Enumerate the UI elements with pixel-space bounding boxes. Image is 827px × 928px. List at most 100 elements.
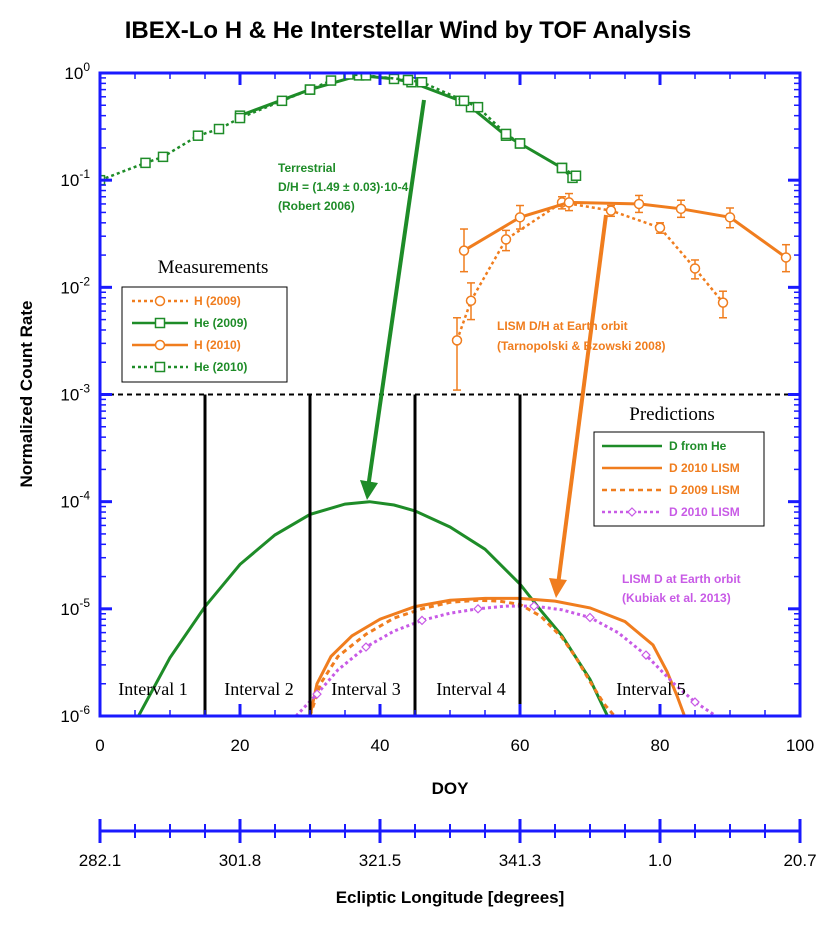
prediction-point [690,697,700,707]
legend-marker [154,317,166,329]
annotation-arrows [360,99,608,598]
measurement-point [689,263,701,274]
y-tick-label: 10-2 [60,274,90,297]
y-tick-label: 10-1 [60,167,90,190]
legend-label: D 2010 LISM [669,505,740,519]
x-tick-label: 0 [95,736,104,755]
lism-d-line-2: (Kubiak et al. 2013) [622,591,731,605]
measurements-legend-title: Measurements [158,257,269,278]
ecliptic-tick-label: 1.0 [648,851,672,870]
interval-label-2: Interval 2 [224,679,293,699]
x-tick-label: 60 [511,736,530,755]
terrestrial-line-2: D/H = (1.49 ± 0.03)·10-4 [278,180,409,194]
prediction-line-2 [308,596,686,716]
legend-label: He (2010) [194,360,247,374]
x-axis-title: DOY [432,779,470,798]
y-tick-label: 10-6 [60,703,90,726]
measurement-point [570,170,582,181]
measurement-point [654,222,666,233]
measurement-point [563,197,575,208]
measurement-point [157,151,169,163]
measurement-point [234,112,246,124]
legend-label: He (2009) [194,316,247,330]
legend-marker [154,295,166,307]
prediction-line-1 [137,500,609,716]
y-tick-label: 10-5 [60,596,90,619]
prediction-point [417,615,427,626]
measurement-line-3 [463,200,787,259]
prediction-line-3 [308,598,616,716]
legend-marker [627,507,637,517]
legend-label: H (2009) [194,294,241,308]
measurement-point [458,95,470,107]
terrestrial-arrow-head [360,480,378,500]
terrestrial-annotation: Terrestrial D/H = (1.49 ± 0.03)·10-4 (Ro… [278,161,409,213]
plot-area [100,73,800,716]
chart-title: IBEX-Lo H & He Interstellar Wind by TOF … [125,17,692,44]
measurement-point [556,162,568,174]
plot-clip-group [100,73,792,716]
lism-dh-line-2: (Tarnopolski & Bzowski 2008) [497,339,666,353]
measurement-point [500,234,512,245]
legend-marker [154,339,166,351]
x-tick-label: 80 [651,736,670,755]
prediction-point [361,642,371,652]
interval-label-1: Interval 1 [118,679,187,699]
measurement-point [675,203,687,215]
interval-label-4: Interval 4 [436,679,505,699]
measurement-line-1 [455,201,724,341]
ecliptic-axis-title: Ecliptic Longitude [degrees] [336,888,565,907]
measurement-point [633,198,645,210]
measurement-point [213,123,225,135]
terrestrial-arrow [366,99,426,489]
measurement-point [451,335,463,346]
interval-label-3: Interval 3 [331,679,400,699]
measurement-point [140,157,151,169]
measurement-point [416,76,428,88]
y-tick-label: 10-4 [60,489,90,512]
predictions-legend: Predictions D from He D 2010 LISM D 2009 L… [593,404,765,527]
measurement-point [360,73,372,81]
ecliptic-tick-label: 321.5 [359,851,402,870]
measurement-point [325,75,337,86]
lism-d-annotation: LISM D at Earth orbit (Kubiak et al. 201… [622,572,741,605]
y-tick-label: 100 [64,60,90,83]
lism-dh-annotation: LISM D/H at Earth orbit (Tarnopolski & B… [497,319,666,353]
x-tick-label: 100 [786,736,814,755]
prediction-point [473,603,483,614]
ecliptic-tick-label: 341.3 [499,851,542,870]
measurement-line-5 [348,73,577,177]
measurement-point [276,95,288,107]
measurement-point [192,130,204,141]
x-tick-label: 40 [371,736,390,755]
legend-marker [154,361,166,373]
measurement-point [717,297,729,308]
interval-labels: Interval 1 Interval 2 Interval 3 Interval 4… [118,679,685,699]
measurement-point [724,212,736,223]
y-axis: 100 10-1 10-2 10-3 10-4 10-5 10-6 [60,60,800,726]
legend-label: D from He [669,439,727,453]
prediction-point [529,601,539,611]
measurement-point [514,212,526,223]
lism-dh-arrow [556,214,608,586]
measurement-point [500,128,512,140]
y-tick-label: 10-3 [60,382,90,405]
terrestrial-line-1: Terrestrial [278,161,336,175]
measurements-legend: Measurements H (2009) He (2009) H (2010) He… [121,257,288,383]
measurement-point [458,245,470,256]
measurement-point [605,205,617,216]
measurement-point [402,74,414,86]
legend-label: H (2010) [194,338,241,352]
ecliptic-tick-label: 301.8 [219,851,262,870]
predictions-legend-title: Predictions [629,404,715,425]
terrestrial-line-3: (Robert 2006) [278,199,355,213]
legend-label: D 2009 LISM [669,483,740,497]
ecliptic-tick-label: 20.7 [783,851,816,870]
y-axis-title: Normalized Count Rate [17,300,36,487]
prediction-line-4 [294,604,717,716]
interval-label-5: Interval 5 [616,679,685,699]
prediction-point [641,650,651,660]
legend-label: D 2010 LISM [669,461,740,475]
lism-d-line-1: LISM D at Earth orbit [622,572,741,586]
